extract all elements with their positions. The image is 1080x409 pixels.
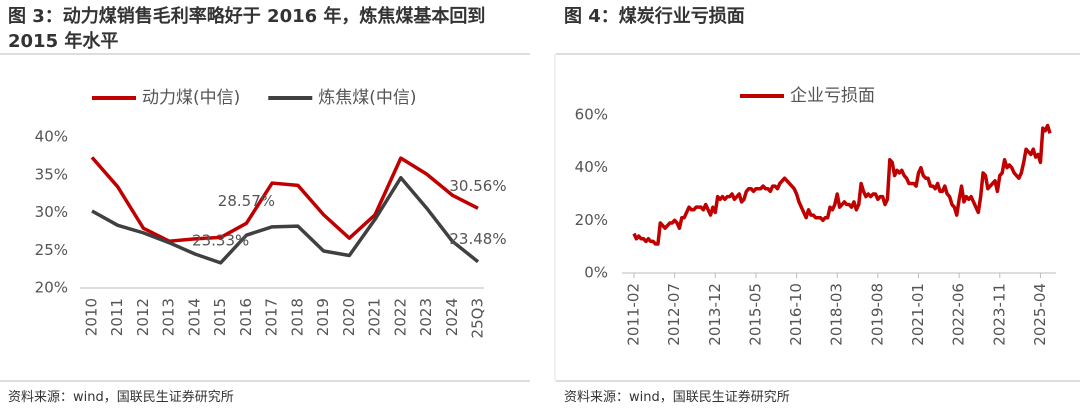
chart-title: 图 4：煤炭行业亏损面: [564, 6, 745, 27]
y-tick-label: 20%: [35, 279, 68, 297]
x-tick-label: 2010: [83, 298, 101, 336]
x-tick-label: 2014: [185, 298, 203, 336]
x-tick-label: 2016-10: [787, 283, 805, 346]
x-tick-label: 2012: [134, 298, 152, 336]
x-tick-label: 2021: [366, 298, 384, 336]
series-line: [632, 123, 1052, 246]
source-note: 资料来源：wind，国联民生证券研究所: [8, 390, 234, 405]
series-line: [91, 176, 480, 265]
data-label: 28.57%: [218, 192, 275, 210]
x-tick-label: 2013-12: [706, 283, 724, 346]
y-tick-label: 35%: [35, 165, 68, 183]
x-tick-label: 2012-07: [665, 283, 683, 346]
x-tick-label: 2024: [443, 298, 461, 336]
data-label: 23.48%: [449, 230, 506, 248]
legend-label: 企业亏损面: [790, 86, 875, 106]
y-tick-label: 25%: [35, 241, 68, 259]
y-tick-label: 60%: [575, 106, 608, 124]
x-tick-label: 2015: [211, 298, 229, 336]
x-tick-label: 2021-01: [909, 283, 927, 346]
x-tick-label: 2025-04: [1031, 283, 1049, 346]
y-tick-label: 0%: [584, 264, 608, 282]
x-tick-label: 25Q3: [469, 298, 487, 338]
data-label: 23.33%: [192, 231, 249, 249]
x-tick-label: 2018: [288, 298, 306, 336]
x-tick-label: 2017: [263, 298, 281, 336]
series-line: [90, 156, 479, 243]
x-tick-label: 2022: [391, 298, 409, 336]
y-tick-label: 20%: [575, 211, 608, 229]
x-tick-label: 2011-02: [625, 283, 643, 346]
x-tick-label: 2022-06: [950, 283, 968, 346]
x-tick-label: 2013: [160, 298, 178, 336]
y-tick-label: 40%: [35, 128, 68, 146]
x-tick-label: 2018-03: [828, 283, 846, 346]
x-tick-label: 2016: [237, 298, 255, 336]
data-label: 30.56%: [449, 177, 506, 195]
y-tick-label: 30%: [35, 203, 68, 221]
source-note: 资料来源：wind，国联民生证券研究所: [564, 390, 790, 405]
x-tick-label: 2023: [417, 298, 435, 336]
x-tick-label: 2011: [108, 298, 126, 336]
x-tick-label: 2015-05: [746, 283, 764, 346]
x-tick-label: 2019: [314, 298, 332, 336]
x-tick-label: 2020: [340, 298, 358, 336]
x-tick-label: 2023-11: [990, 283, 1008, 346]
x-tick-label: 2019-08: [868, 283, 886, 346]
legend-label: 炼焦煤(中信): [318, 88, 416, 108]
chart-title: 图 3：动力煤销售毛利率略好于 2016 年，炼焦煤基本回到 2015 年水平: [8, 6, 486, 52]
legend-label: 动力煤(中信): [142, 88, 240, 108]
y-tick-label: 40%: [575, 158, 608, 176]
